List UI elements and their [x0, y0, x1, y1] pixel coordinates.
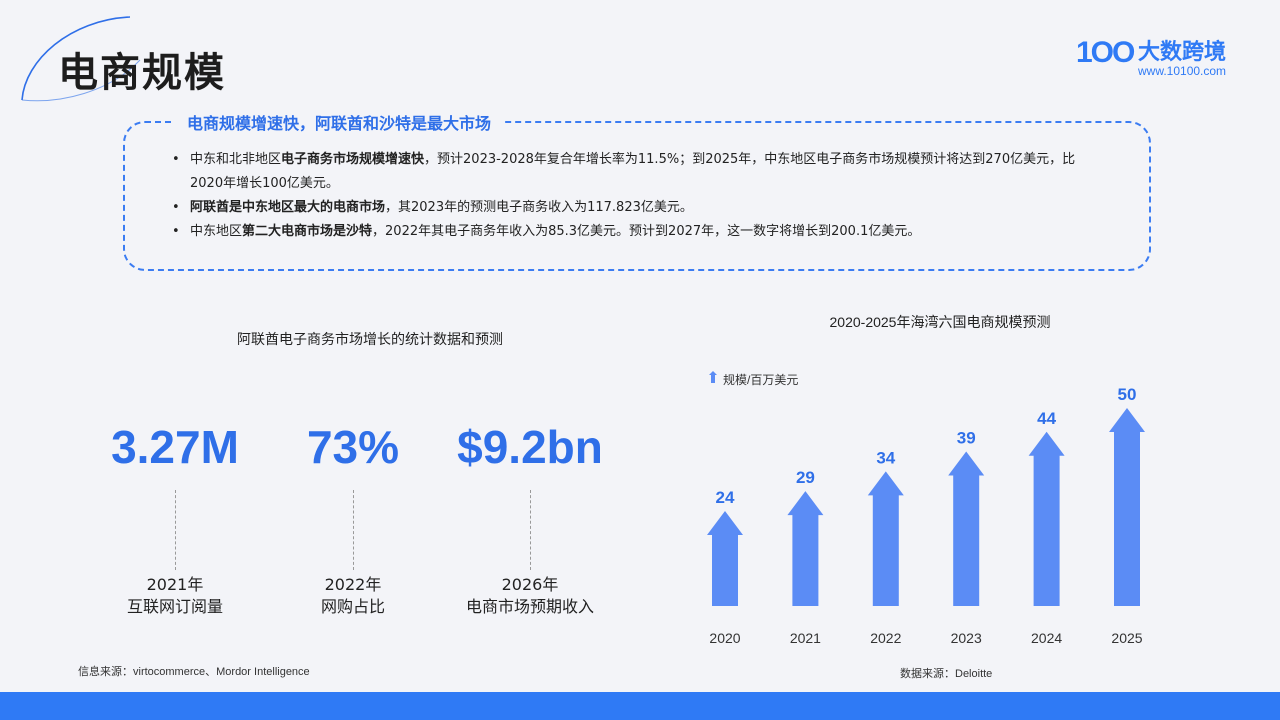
summary-list: 中东和北非地区电子商务市场规模增速快，预计2023-2028年复合年增长率为11… [172, 148, 1107, 244]
data-label-2023: 39 [957, 429, 976, 448]
data-label-2024: 44 [1037, 409, 1056, 428]
stat-description: 互联网订阅量 [126, 597, 223, 616]
chart-title: 2020-2025年海湾六国电商规模预测 [830, 314, 1051, 330]
stat-description: 网购占比 [320, 597, 385, 616]
x-tick-2021: 2021 [790, 630, 821, 646]
summary-text: ，预计2023-2028年复合年增长率为11.5%；到2025年，中东地区电子商… [190, 152, 1076, 191]
chart-legend: 规模/百万美元 [709, 371, 798, 387]
summary-text: 中东和北非地区 [190, 152, 282, 167]
stat-value: 73% [306, 421, 400, 473]
data-label-2022: 34 [876, 448, 895, 467]
stat-year: 2022年 [324, 575, 382, 594]
summary-text: 中东地区 [190, 224, 243, 239]
stat-value: $9.2bn [457, 421, 603, 473]
stat-year: 2026年 [501, 575, 559, 594]
stat-online-shopping-share: 73% 2022年 网购占比 [243, 420, 463, 618]
bottom-bar [0, 692, 1280, 720]
summary-text: ，2022年其电子商务年收入为85.3亿美元。预计到2027年，这一数字将增长到… [372, 224, 921, 239]
stat-divider [352, 490, 354, 570]
data-label-2021: 29 [796, 468, 815, 487]
summary-box [123, 121, 1151, 271]
data-label-2025: 50 [1118, 385, 1137, 404]
data-label-2020: 24 [716, 488, 735, 507]
x-tick-2023: 2023 [951, 630, 982, 646]
summary-text: ，其2023年的预测电子商务收入为117.823亿美元。 [385, 200, 693, 215]
stats-source: 信息来源：virtocommerce、Mordor Intelligence [78, 666, 310, 678]
gulf-ecommerce-chart: 2020-2025年海湾六国电商规模预测 规模/百万美元 24 2020 29 202… [707, 314, 1145, 646]
bar-2021 [787, 491, 824, 606]
stats-title: 阿联酋电子商务市场增长的统计数据和预测 [237, 332, 503, 348]
summary-highlight: 电子商务市场规模增速快 [281, 152, 425, 167]
summary-highlight: 第二大电商市场是沙特 [242, 224, 373, 239]
decorative-arc [21, 16, 141, 102]
summary-item: 中东地区第二大电商市场是沙特，2022年其电子商务年收入为85.3亿美元。预计到… [172, 220, 1107, 244]
summary-item: 阿联酋是中东地区最大的电商市场，其2023年的预测电子商务收入为117.823亿… [172, 196, 1107, 220]
summary-highlight: 阿联酋是中东地区最大的电商市场 [190, 200, 386, 215]
bar-2022 [867, 471, 904, 606]
page-title: 电商规模 [58, 50, 226, 96]
x-tick-2022: 2022 [870, 630, 901, 646]
bar-2023 [948, 451, 985, 606]
stat-divider [174, 490, 176, 570]
legend-label: 规模/百万美元 [723, 372, 798, 387]
summary-heading: 电商规模增速快，阿联酋和沙特是最大市场 [175, 110, 504, 134]
chart-bars: 24 2020 29 2021 34 2022 39 2023 44 2024 50 2025 [707, 385, 1145, 646]
logo-brand-name: 大数跨境 [1138, 40, 1227, 65]
bar-2020 [707, 510, 743, 606]
stat-value: 3.27M [111, 421, 239, 473]
bar-2024 [1028, 431, 1065, 606]
bar-2025 [1109, 408, 1145, 606]
x-tick-2020: 2020 [709, 630, 740, 646]
summary-item: 中东和北非地区电子商务市场规模增速快，预计2023-2028年复合年增长率为11… [172, 148, 1107, 196]
stat-year: 2021年 [146, 575, 204, 594]
chart-source: 数据来源：Deloitte [900, 668, 993, 680]
stat-description: 电商市场预期收入 [465, 597, 594, 616]
stat-divider [529, 490, 531, 570]
stat-expected-revenue: $9.2bn 2026年 电商市场预期收入 [420, 420, 640, 618]
x-tick-2025: 2025 [1111, 630, 1142, 646]
logo-mark: 1OO [1076, 36, 1135, 69]
logo-url: www.10100.com [1138, 64, 1227, 78]
legend-arrow-icon [709, 371, 717, 383]
stat-internet-subscriptions: 3.27M 2021年 互联网订阅量 [65, 420, 285, 618]
x-tick-2024: 2024 [1031, 630, 1062, 646]
brand-logo: 1OO 大数跨境 www.10100.com [1076, 34, 1256, 84]
